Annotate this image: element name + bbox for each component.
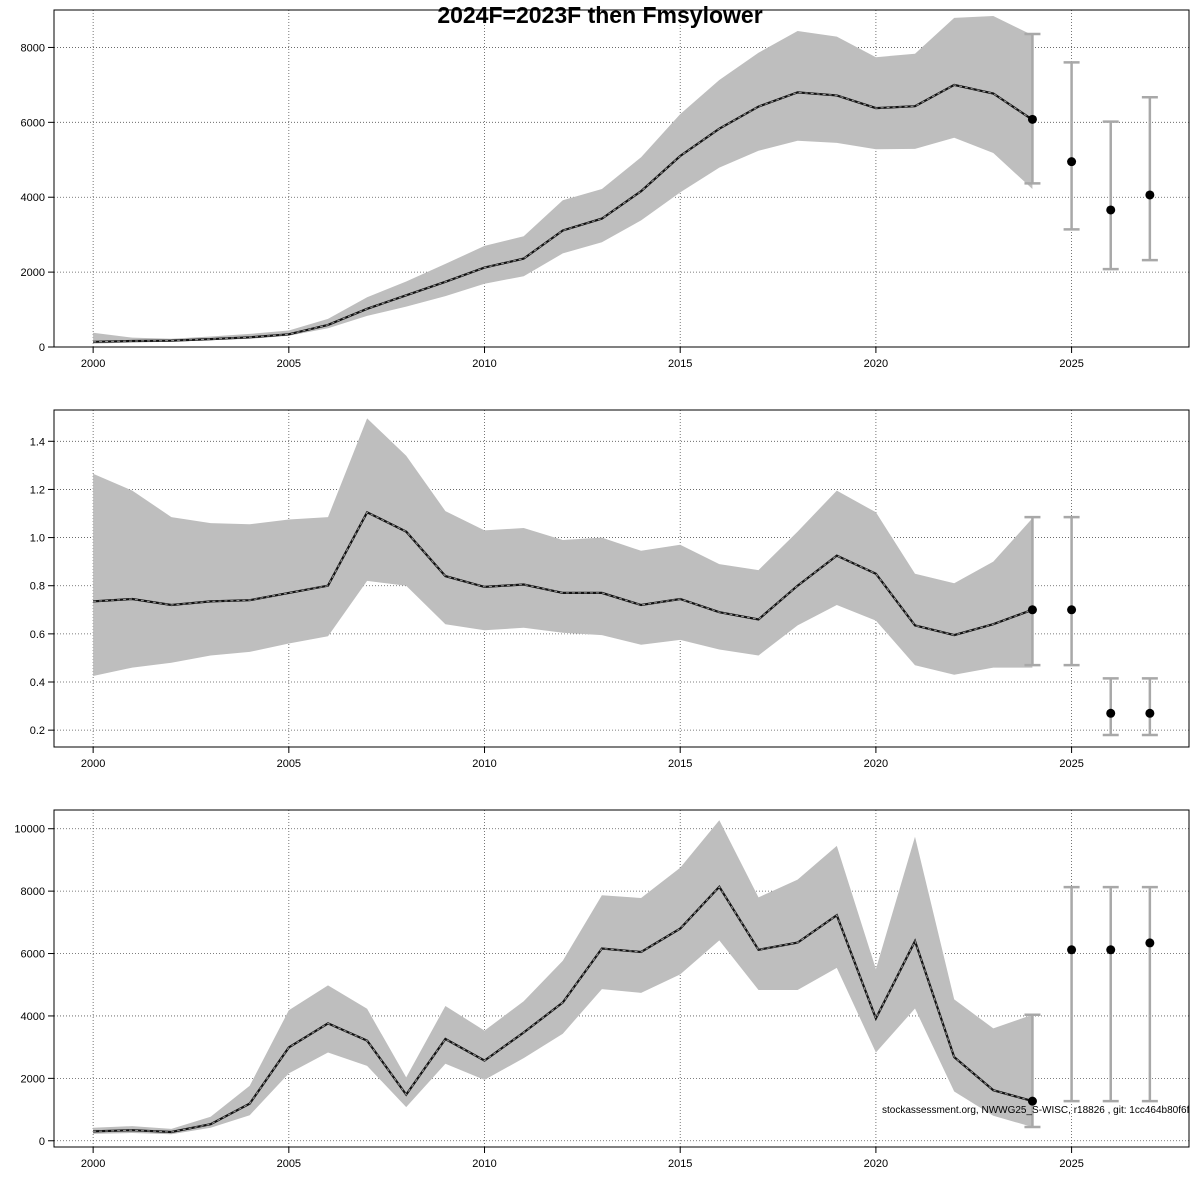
panel-ssb: 2000 2005 2010 2015 2020 2025 0 2000 4000 6000 800… [21,9,1190,370]
x-tick-label: 2000 [81,1158,105,1170]
y-tick-label: 0.2 [30,725,45,737]
x-tick-label: 2010 [472,758,496,770]
forecast-point [1027,114,1037,124]
x-tick-label: 2025 [1059,358,1083,370]
footnote: stockassessment.org, NWWG25_S-WISC, r188… [882,1105,1190,1116]
chart-title: 2024F=2023F then Fmsylower [437,2,763,28]
y-tick-label: 1.4 [30,436,45,448]
forecast-point [1145,708,1155,718]
forecast-point [1145,190,1155,200]
y-tick-label: 4000 [21,192,45,204]
forecast-point [1106,945,1116,955]
y-tick-label: 2000 [21,267,45,279]
y-tick-label: 0.6 [30,629,45,641]
x-tick-label: 2010 [472,1158,496,1170]
y-tick-label: 1.2 [30,484,45,496]
panel-fishing-mortality: 2000 2005 2010 2015 2020 2025 0.2 0.4 0.6 0.8 1.0 1… [30,409,1190,770]
x-tick-label: 2015 [668,358,692,370]
y-tick-label: 8000 [21,42,45,54]
forecast-point [1106,708,1116,718]
x-tick-label: 2005 [277,758,301,770]
forecast-point [1106,205,1116,215]
y-tick-label: 6000 [21,117,45,129]
y-tick-label: 0.8 [30,581,45,593]
plot-frame [53,409,1190,748]
y-tick-label: 0 [39,342,45,354]
x-tick-label: 2025 [1059,758,1083,770]
y-tick-label: 4000 [21,1011,45,1023]
x-tick-label: 2000 [81,358,105,370]
y-tick-label: 8000 [21,886,45,898]
y-tick-label: 10000 [14,824,45,836]
confidence-band [93,16,1033,344]
forecast-point [1145,938,1155,948]
y-tick-label: 1.0 [30,533,45,545]
y-tick-label: 2000 [21,1073,45,1085]
y-tick-label: 0.4 [30,677,45,689]
x-tick-label: 2000 [81,758,105,770]
x-tick-label: 2020 [864,358,888,370]
x-tick-label: 2005 [277,1158,301,1170]
confidence-band [93,418,1033,676]
estimate-line-dash [93,511,1033,636]
x-tick-label: 2015 [668,758,692,770]
y-tick-label: 6000 [21,949,45,961]
plot-frame [53,9,1190,348]
plot-frame [53,809,1190,1148]
x-tick-label: 2010 [472,358,496,370]
panel-recruitment: 2000 2005 2010 2015 2020 2025 0 2000 4000 6000 800… [14,809,1190,1170]
x-tick-label: 2020 [864,758,888,770]
forecast-point [1067,945,1077,955]
forecast-point [1027,1096,1037,1106]
forecast-point [1067,157,1077,167]
confidence-band [93,820,1033,1135]
estimate-line-dash [93,885,1033,1133]
x-tick-label: 2005 [277,358,301,370]
x-tick-label: 2020 [864,1158,888,1170]
x-tick-label: 2015 [668,1158,692,1170]
estimate-line-dash [93,84,1033,343]
x-tick-label: 2025 [1059,1158,1083,1170]
forecast-point [1067,605,1077,615]
y-tick-label: 0 [39,1136,45,1148]
forecast-point [1027,605,1037,615]
